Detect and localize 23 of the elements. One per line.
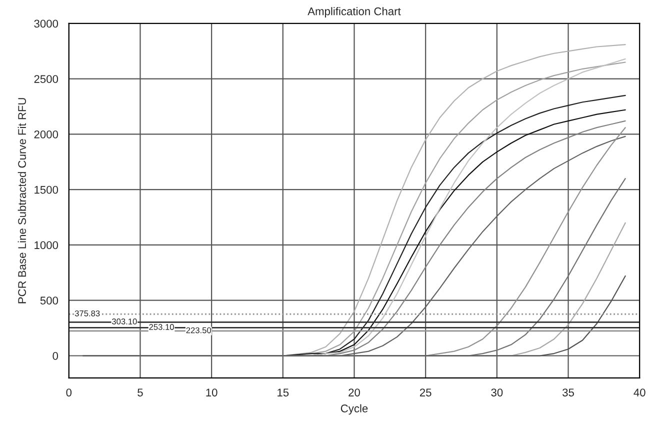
ref-line-label: 253.10 xyxy=(149,324,174,330)
x-tick-label: 15 xyxy=(278,388,289,396)
y-tick-label: 3000 xyxy=(34,20,58,28)
x-tick-label: 25 xyxy=(420,388,432,396)
y-tick-label: 2500 xyxy=(34,75,58,83)
ref-line-label: 375.83 xyxy=(74,310,100,316)
x-tick-label: 0 xyxy=(66,388,72,396)
y-tick-label: 0 xyxy=(52,352,58,360)
x-tick-label: 40 xyxy=(634,388,646,396)
x-tick-label: 35 xyxy=(562,388,574,396)
y-tick-label: 500 xyxy=(40,296,58,305)
ref-line-label: 303.10 xyxy=(112,318,137,324)
x-tick-label: 10 xyxy=(206,388,218,396)
chart-title: Amplification Chart xyxy=(308,7,401,18)
ref-line-label: 223.50 xyxy=(186,327,212,334)
y-tick-label: 2000 xyxy=(34,130,58,138)
y-axis-title: PCR Base Line Subtracted Curve Fit RFU xyxy=(18,98,26,304)
y-tick-label: 1500 xyxy=(34,186,58,194)
y-tick-label: 1000 xyxy=(34,241,58,250)
x-tick-label: 5 xyxy=(138,388,143,396)
x-tick-label: 20 xyxy=(348,388,360,396)
x-axis-title: Cycle xyxy=(340,404,368,415)
x-tick-label: 30 xyxy=(491,388,503,396)
